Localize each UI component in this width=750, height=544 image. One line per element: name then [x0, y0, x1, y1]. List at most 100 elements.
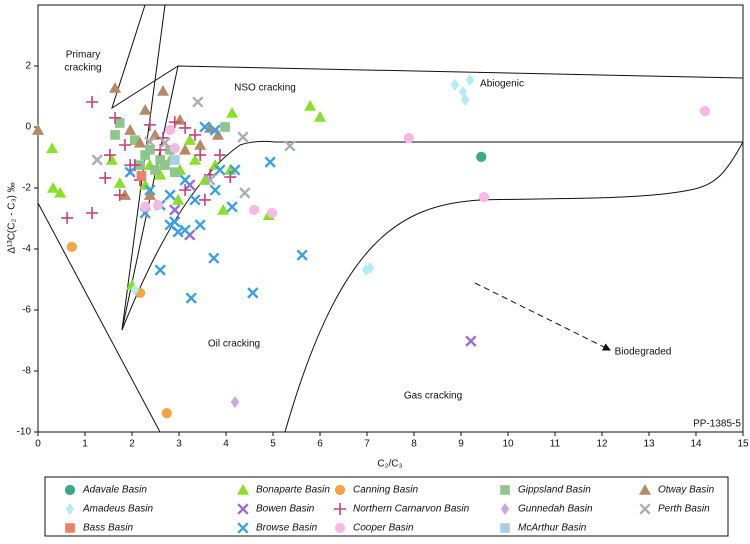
x-tick-label: 6 [317, 439, 323, 450]
point [109, 111, 122, 124]
x-tick-label: 3 [176, 439, 182, 450]
point [124, 124, 137, 135]
y-axis-label: Δ¹³C(C₂ - C₃) ‰ [7, 182, 18, 253]
point [217, 203, 230, 215]
point [143, 189, 156, 200]
point [361, 264, 371, 277]
point [86, 95, 99, 108]
legend-marker [639, 503, 651, 515]
legend-marker [237, 484, 249, 495]
point [179, 143, 192, 155]
legend-marker [334, 503, 346, 515]
annotation: Primary [66, 50, 100, 61]
x-tick-label: 0 [35, 439, 41, 450]
point [314, 110, 326, 122]
annotation: NSO cracking [234, 83, 296, 94]
x-tick-label: 13 [643, 439, 655, 450]
point [157, 85, 170, 96]
point [185, 292, 197, 304]
point [113, 189, 126, 202]
legend-label: Perth Basin [658, 504, 710, 515]
point [465, 74, 475, 87]
y-tick-label: -4 [22, 244, 31, 255]
point [403, 132, 414, 144]
x-tick-label: 4 [223, 439, 229, 450]
point [113, 177, 126, 188]
point [169, 155, 180, 165]
point [304, 99, 317, 111]
point [124, 166, 136, 178]
point [32, 124, 44, 135]
x-tick-label: 5 [270, 439, 276, 450]
point [164, 189, 176, 201]
point [214, 164, 226, 176]
legend-marker [334, 522, 346, 534]
annotation: Biodegraded [615, 347, 672, 358]
point [152, 199, 163, 211]
x-tick-label: 1 [82, 439, 88, 450]
x-tick-label: 10 [502, 439, 514, 450]
point [169, 142, 180, 154]
point [266, 207, 278, 219]
annotation: cracking [64, 63, 101, 74]
point [296, 249, 308, 261]
point [118, 138, 131, 151]
point [194, 149, 207, 162]
plot-frame [37, 4, 744, 433]
point [145, 145, 155, 155]
legend-marker [65, 503, 75, 515]
point [164, 219, 176, 231]
point [99, 171, 112, 184]
legend-label: Gippsland Basin [518, 485, 591, 496]
point [465, 335, 477, 347]
point [168, 116, 181, 129]
point [133, 136, 146, 148]
point [143, 118, 156, 131]
legend-label: Canning Basin [353, 485, 418, 496]
x-tick-label: 8 [411, 439, 417, 450]
y-tick-label: -6 [22, 305, 31, 316]
y-tick-label: -2 [22, 183, 31, 194]
point [164, 124, 176, 136]
y-tick-label: 2 [25, 61, 31, 72]
annotation: Oil cracking [208, 339, 260, 350]
point [230, 396, 240, 409]
point [54, 186, 67, 198]
x-tick-label: 15 [737, 439, 749, 450]
y-tick-label: 0 [25, 122, 31, 133]
x-tick-label: 12 [596, 439, 608, 450]
point [110, 130, 120, 140]
point [130, 135, 140, 145]
legend-label: Bonaparte Basin [256, 485, 330, 496]
point [154, 264, 166, 276]
point [140, 150, 150, 160]
point [155, 155, 165, 165]
point [161, 407, 172, 419]
annotation: PP-1385-5 [693, 419, 741, 430]
x-tick-label: 11 [550, 439, 561, 450]
point [194, 138, 207, 150]
legend-label: Amadeus Basin [82, 504, 153, 515]
point [199, 121, 211, 133]
point [179, 174, 191, 186]
point [47, 182, 60, 193]
legend-marker [500, 523, 510, 533]
point [209, 124, 221, 136]
point [172, 193, 185, 205]
legend-marker [64, 484, 76, 496]
point [478, 192, 490, 203]
annotation: Gas cracking [404, 391, 462, 402]
point [699, 106, 711, 117]
point [160, 160, 170, 170]
point [239, 187, 251, 199]
legend-marker [334, 484, 346, 496]
region-boundaries [37, 4, 744, 433]
annotation: Abiogenic [480, 79, 524, 90]
point [46, 142, 59, 154]
legend-label: Otway Basin [658, 485, 715, 496]
point [140, 201, 151, 213]
y-tick-label: -8 [22, 366, 31, 377]
legend-label: Gunnedah Basin [518, 504, 593, 515]
point [91, 154, 103, 166]
